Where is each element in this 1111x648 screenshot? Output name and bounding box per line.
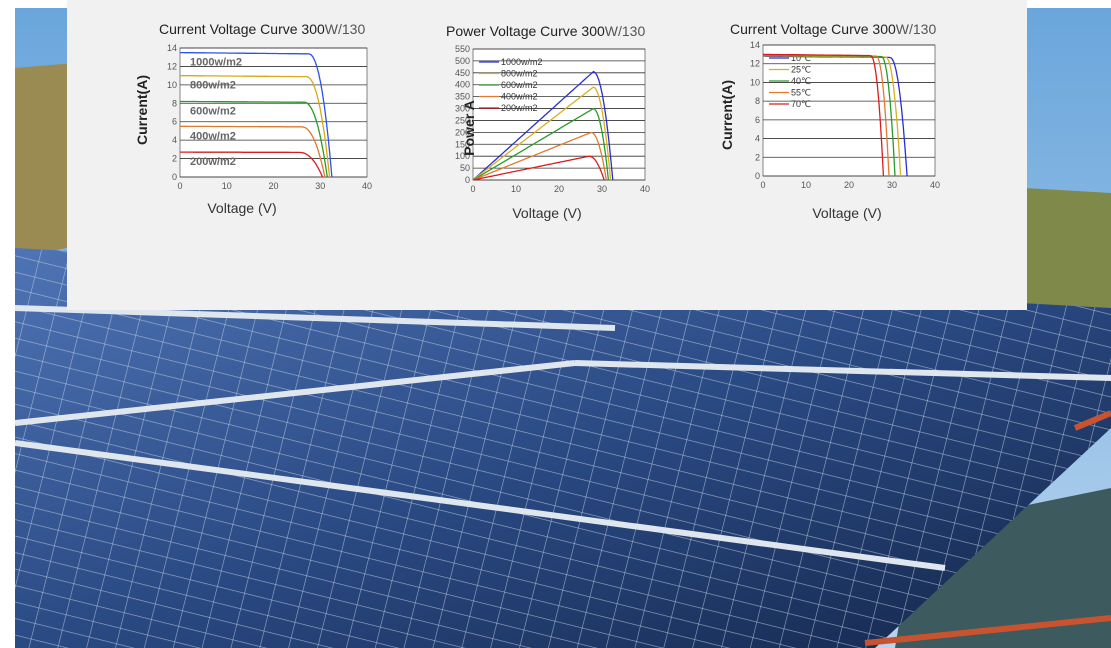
series-line: [180, 151, 324, 178]
y-tick-label: 200: [455, 127, 470, 137]
legend-label: 600w/m2: [501, 80, 538, 90]
y-tick-label: 50: [460, 163, 470, 173]
y-tick-label: 400: [455, 80, 470, 90]
series-line: [472, 86, 612, 181]
x-tick-label: 10: [801, 180, 811, 190]
y-tick-label: 10: [167, 80, 177, 90]
y-tick-label: 250: [455, 115, 470, 125]
x-tick-label: 0: [760, 180, 765, 190]
y-tick-label: 2: [755, 152, 760, 162]
y-axis-label: Power A: [461, 100, 477, 156]
x-tick-label: 0: [177, 181, 182, 191]
x-axis-label: Voltage (V): [512, 205, 581, 221]
x-tick-label: 30: [315, 181, 325, 191]
x-tick-label: 0: [470, 184, 475, 194]
legend-label: 70℃: [791, 99, 811, 109]
power-voltage-chart: Power Voltage Curve 300W/130050100150200…: [446, 23, 650, 221]
y-tick-label: 550: [455, 44, 470, 54]
series-label: 400w/m2: [190, 130, 236, 142]
series-line: [179, 100, 328, 178]
series-line: [180, 51, 333, 178]
x-axis-label: Voltage (V): [207, 200, 276, 216]
y-tick-label: 450: [455, 68, 470, 78]
x-tick-label: 30: [887, 180, 897, 190]
y-tick-label: 300: [455, 104, 470, 114]
series-line: [763, 53, 885, 177]
y-tick-label: 12: [167, 61, 177, 71]
y-tick-label: 14: [167, 43, 177, 53]
chart-title-main: Current Voltage Curve 300: [730, 21, 896, 37]
x-tick-label: 40: [930, 180, 940, 190]
plot-area: [762, 44, 936, 177]
y-tick-label: 0: [172, 172, 177, 182]
current-voltage-temperature-chart: Current Voltage Curve 300W/130 0 2 4 6 8 10 12 1…: [719, 21, 940, 221]
series-line: [180, 125, 326, 178]
series-line: [179, 74, 331, 178]
series-label: 1000w/m2: [190, 57, 242, 69]
y-tick-label: 6: [172, 117, 177, 127]
y-tick-label: 100: [455, 151, 470, 161]
y-tick-label: 6: [755, 115, 760, 125]
chart-panel: Current Voltage Curve 300W/130 0 2 4 6 8 10 12 1…: [67, 0, 1027, 310]
x-tick-label: 30: [597, 184, 607, 194]
legend-label: 800w/m2: [501, 69, 538, 79]
plot-area: [179, 47, 368, 178]
series-line: [472, 131, 607, 181]
y-axis-label: Current(A): [134, 75, 150, 145]
x-tick-label: 10: [511, 184, 521, 194]
y-tick-label: 8: [755, 96, 760, 106]
legend-label: 200w/m2: [501, 103, 538, 113]
series-line: [472, 70, 614, 181]
legend-label: 400w/m2: [501, 92, 538, 102]
x-axis-label: Voltage (V): [812, 205, 881, 221]
chart-title-suffix: W/130: [605, 23, 646, 39]
hillside-right: [1025, 188, 1111, 338]
chart-title-suffix: W/130: [325, 21, 366, 37]
legend-label: 25℃: [791, 65, 811, 75]
x-tick-label: 40: [640, 184, 650, 194]
y-tick-label: 4: [172, 135, 177, 145]
chart-title: Current Voltage Curve 300W/130: [730, 21, 936, 37]
panel-cell-grid: [15, 248, 1111, 648]
series-label: 600w/m2: [190, 105, 236, 117]
panel-frames: [15, 305, 1111, 571]
y-tick-label: 0: [755, 171, 760, 181]
x-tick-label: 10: [222, 181, 232, 191]
y-axis-label: Current(A): [719, 80, 735, 150]
y-tick-label: 150: [455, 139, 470, 149]
chart-title: Power Voltage Curve 300W/130: [446, 23, 645, 39]
x-tick-label: 20: [268, 181, 278, 191]
x-tick-label: 40: [362, 181, 372, 191]
y-tick-label: 8: [172, 98, 177, 108]
series-label: 800w/m2: [190, 80, 236, 92]
series-line: [472, 155, 605, 181]
chart-title-main: Current Voltage Curve 300: [159, 21, 325, 37]
x-tick-label: 20: [554, 184, 564, 194]
chart-title-suffix: W/130: [896, 21, 937, 37]
chart-title-main: Power Voltage Curve 300: [446, 23, 605, 39]
series-label: 200w/m2: [190, 156, 236, 168]
legend-label: 10℃: [791, 53, 811, 63]
legend-label: 1000w/m2: [501, 57, 543, 67]
y-tick-label: 500: [455, 56, 470, 66]
chart-title: Current Voltage Curve 300W/130: [159, 21, 365, 37]
y-tick-label: 2: [172, 154, 177, 164]
y-tick-label: 0: [465, 175, 470, 185]
x-tick-label: 20: [844, 180, 854, 190]
hillside-left: [15, 63, 75, 258]
y-tick-label: 350: [455, 92, 470, 102]
y-tick-label: 10: [750, 77, 760, 87]
y-tick-label: 12: [750, 59, 760, 69]
y-tick-label: 14: [750, 40, 760, 50]
legend-label: 55℃: [791, 88, 811, 98]
legend-label: 40℃: [791, 76, 811, 86]
series-line: [472, 107, 610, 181]
current-voltage-irradiance-chart: Current Voltage Curve 300W/130 0 2 4 6 8 10 12 1…: [134, 21, 372, 216]
support-frame: [864, 410, 1111, 646]
y-tick-label: 4: [755, 134, 760, 144]
